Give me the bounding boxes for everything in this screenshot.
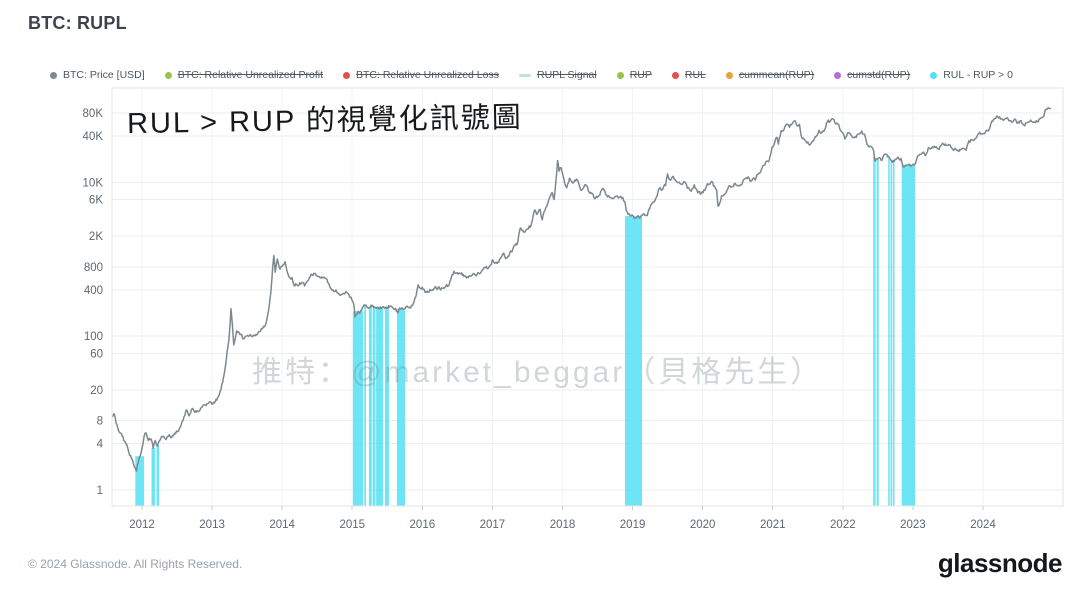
- signal-band: [892, 160, 895, 506]
- signal-band: [135, 456, 145, 506]
- signal-band: [396, 308, 405, 506]
- y-axis-label: 4: [97, 439, 104, 451]
- y-axis-label: 20: [90, 385, 103, 397]
- y-axis-label: 8: [97, 416, 103, 428]
- signal-band: [156, 445, 160, 506]
- x-axis-label: 2014: [269, 519, 295, 531]
- x-axis-label: 2020: [690, 519, 716, 531]
- signal-band: [873, 156, 876, 506]
- y-axis-label: 2K: [89, 231, 103, 243]
- legend-line-icon: [518, 73, 531, 77]
- legend-dot-icon: [50, 71, 57, 79]
- y-axis-label: 40K: [83, 131, 104, 143]
- x-axis-label: 2023: [900, 519, 926, 531]
- signal-bands: [135, 156, 915, 507]
- x-axis-label: 2015: [339, 519, 365, 531]
- legend-label: BTC: Price [USD]: [63, 69, 145, 81]
- legend-item[interactable]: RUL - RUP > 0: [930, 69, 1013, 81]
- y-axis-label: 80K: [83, 108, 104, 120]
- legend-dot-icon: [616, 71, 624, 79]
- x-axis-label: 2016: [410, 519, 436, 531]
- x-axis-label: 2013: [199, 519, 225, 531]
- y-axis-label: 1: [97, 485, 103, 497]
- legend-item[interactable]: BTC: Relative Unrealized Loss: [343, 69, 499, 81]
- legend-label: BTC: Relative Unrealized Profit: [177, 69, 323, 81]
- x-axis-label: 2019: [620, 519, 646, 531]
- signal-band: [625, 216, 642, 506]
- y-axis-label: 100: [84, 331, 103, 343]
- x-axis-label: 2017: [480, 519, 506, 531]
- signal-band: [372, 307, 376, 506]
- x-axis-label: 2018: [550, 519, 576, 531]
- y-axis-label: 60: [90, 348, 103, 360]
- y-axis-label: 10K: [83, 177, 104, 189]
- legend-dot-icon: [834, 71, 842, 79]
- chart-legend: BTC: Price [USD] BTC: Relative Unrealized…: [50, 69, 1062, 81]
- legend-item[interactable]: BTC: Price [USD]: [50, 69, 145, 81]
- signal-band: [876, 158, 879, 506]
- axes: 2012 2013 2014 2015 2016 2017 2018 2019 2020 2021…: [83, 87, 1064, 531]
- legend-item[interactable]: RUP: [616, 69, 652, 81]
- y-axis-label: 400: [84, 285, 103, 297]
- copyright-text: © 2024 Glassnode. All Rights Reserved.: [28, 557, 243, 571]
- legend-label: RUP: [629, 69, 652, 81]
- legend-dot-icon: [343, 71, 350, 79]
- legend-label: RUPL Signal: [536, 69, 597, 81]
- signal-band: [352, 311, 364, 506]
- legend-item[interactable]: BTC: Relative Unrealized Profit: [164, 69, 323, 81]
- signal-band: [368, 306, 372, 506]
- signal-band: [364, 305, 366, 506]
- x-axis-label: 2012: [129, 519, 155, 531]
- legend-dot-icon: [725, 71, 733, 79]
- legend-item[interactable]: RUL: [671, 69, 706, 81]
- signal-band: [376, 307, 383, 506]
- legend-item[interactable]: cummean(RUP): [725, 69, 815, 81]
- legend-dot-icon: [164, 71, 172, 79]
- legend-label: cumstd(RUP): [847, 69, 911, 81]
- signal-band: [151, 448, 155, 506]
- legend-dot-icon: [930, 71, 938, 79]
- x-axis-label: 2022: [830, 519, 856, 531]
- signal-band: [888, 158, 890, 506]
- y-axis-label: 800: [84, 262, 103, 274]
- page-title: BTC: RUPL: [28, 13, 127, 33]
- btc-price-line: [111, 106, 1052, 473]
- x-axis-label: 2021: [760, 519, 786, 531]
- plot-border: [111, 87, 1064, 507]
- signal-band: [901, 164, 915, 506]
- legend-dot-icon: [671, 71, 679, 79]
- x-axis-label: 2024: [970, 519, 996, 531]
- legend-label: BTC: Relative Unrealized Loss: [356, 69, 499, 81]
- glassnode-logo: glassnode: [937, 548, 1063, 578]
- price-line: [111, 106, 1052, 473]
- legend-item[interactable]: cumstd(RUP): [834, 69, 910, 81]
- legend-label: RUL - RUP > 0: [943, 69, 1013, 81]
- legend-label: cummean(RUP): [738, 69, 815, 81]
- legend-item[interactable]: RUPL Signal: [518, 69, 597, 81]
- legend-label: RUL: [684, 69, 706, 81]
- signal-band: [384, 306, 389, 506]
- gridlines: [112, 88, 1063, 506]
- signal-band: [890, 159, 893, 507]
- y-axis-label: 6K: [89, 194, 103, 206]
